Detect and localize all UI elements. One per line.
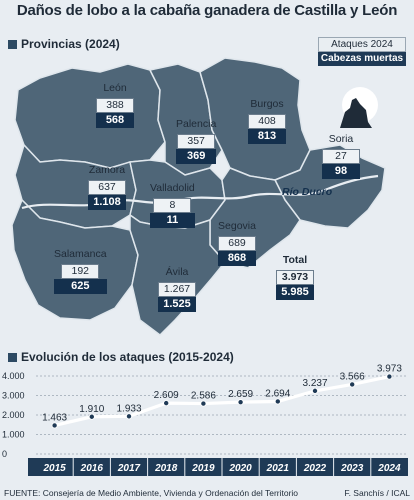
data-label: 3.237: [302, 378, 327, 389]
section-map-label: Provincias (2024): [21, 37, 120, 51]
x-tick-label: 2023: [340, 463, 364, 474]
source-footer: FUENTE: Consejería de Medio Ambiente, Vi…: [4, 488, 299, 498]
province-deaths: 1.108: [88, 195, 126, 210]
province-deaths: 369: [176, 149, 217, 164]
province-attacks: 357: [177, 134, 216, 149]
section-chart-label: Evolución de los ataques (2015-2024): [21, 350, 234, 364]
x-axis-band: [28, 458, 408, 476]
x-tick-label: 2021: [266, 463, 290, 474]
page-title: Daños de lobo a la cabaña ganadera de Ca…: [16, 2, 398, 19]
section-chart-heading: Evolución de los ataques (2015-2024): [8, 350, 234, 364]
legend-attacks: Ataques 2024: [318, 37, 406, 52]
data-label: 3.973: [377, 364, 402, 375]
data-label: 1.910: [79, 404, 104, 415]
data-point: [51, 422, 58, 429]
data-label: 3.566: [340, 371, 365, 382]
data-label: 2.609: [154, 390, 179, 401]
province-shape-leon: [14, 63, 166, 169]
data-point: [126, 413, 133, 420]
data-label: 2.694: [265, 388, 290, 399]
data-point: [311, 387, 318, 394]
data-label: 2.586: [191, 391, 216, 402]
province-leon: León 388 568: [96, 82, 134, 128]
section-square-icon: [8, 352, 17, 362]
legend-deaths: Cabezas muertas: [318, 52, 406, 66]
province-attacks: 388: [96, 98, 134, 113]
data-point: [349, 381, 356, 388]
data-label: 2.659: [228, 389, 253, 400]
data-point: [237, 399, 244, 406]
province-deaths: 813: [248, 129, 286, 144]
x-tick-label: 2016: [80, 463, 104, 474]
province-name: Valladolid: [150, 182, 195, 194]
province-attacks: 27: [322, 149, 360, 164]
y-tick-label: 2.000: [2, 410, 25, 420]
y-tick-label: 0: [2, 449, 7, 459]
y-tick-label: 4.000: [2, 371, 25, 381]
province-deaths: 98: [322, 164, 360, 179]
province-burgos: Burgos 408 813: [248, 98, 286, 144]
province-deaths: 5.985: [276, 285, 314, 300]
province-name: Soria: [328, 133, 354, 145]
province-name: Burgos: [250, 98, 284, 110]
province-name: Palencia: [176, 118, 217, 130]
x-tick-label: 2015: [42, 463, 66, 474]
x-tick-label: 2024: [377, 463, 401, 474]
province-name: Salamanca: [54, 248, 107, 260]
section-map-heading: Provincias (2024): [8, 37, 120, 51]
x-tick-label: 2019: [191, 463, 215, 474]
province-attacks: 8: [153, 198, 192, 213]
province-deaths: 568: [96, 113, 134, 128]
province-salamanca: Salamanca 192 625: [54, 248, 107, 294]
province-name: Total: [282, 254, 308, 266]
x-tick-label: 2020: [228, 463, 252, 474]
province-zamora: Zamora 637 1.108: [88, 164, 126, 210]
province-soria: Soria 27 98: [322, 133, 360, 179]
province-avila: Ávila 1.267 1.525: [158, 266, 196, 312]
data-point: [163, 400, 170, 407]
y-tick-label: 1.000: [2, 430, 25, 440]
province-deaths: 11: [150, 213, 195, 228]
data-point: [88, 413, 95, 420]
province-name: León: [103, 82, 127, 94]
province-attacks: 408: [248, 114, 286, 129]
province-attacks: 1.267: [158, 282, 196, 297]
x-tick-label: 2017: [117, 463, 141, 474]
province-segovia: Segovia 689 868: [218, 220, 256, 266]
province-valladolid: Valladolid 8 11: [150, 182, 195, 228]
data-point: [200, 400, 207, 407]
y-tick-label: 3.000: [2, 391, 25, 401]
province-total: Total 3.973 5.985: [276, 254, 314, 300]
x-tick-label: 2018: [154, 463, 178, 474]
river-label: Río Duero: [282, 186, 333, 198]
data-label: 1.463: [42, 412, 67, 423]
province-deaths: 625: [54, 279, 107, 294]
map-legend: Ataques 2024 Cabezas muertas: [318, 37, 406, 66]
x-tick-label: 2022: [303, 463, 327, 474]
castilla-leon-map: Río Duero: [11, 57, 386, 336]
province-name: Zamora: [88, 164, 126, 176]
province-deaths: 868: [218, 251, 256, 266]
series-line: [54, 375, 390, 427]
province-attacks: 689: [218, 236, 256, 251]
data-point: [274, 398, 281, 405]
province-name: Segovia: [218, 220, 256, 232]
province-attacks: 3.973: [276, 270, 314, 285]
province-deaths: 1.525: [158, 297, 196, 312]
section-square-icon: [8, 39, 17, 49]
series-line-outline: [54, 374, 390, 428]
province-palencia: Palencia 357 369: [176, 118, 217, 164]
province-name: Ávila: [165, 266, 189, 278]
attacks-line-chart: 4.000 3.000 2.000 1.000 0 2015 2016 2017 2018 201…: [2, 364, 408, 476]
province-attacks: 192: [61, 264, 100, 279]
data-label: 1.933: [116, 403, 141, 414]
data-point: [386, 373, 393, 380]
wolf-howling-icon: [340, 87, 378, 128]
province-attacks: 637: [88, 180, 126, 195]
credit: F. Sanchís / ICAL: [344, 488, 410, 498]
